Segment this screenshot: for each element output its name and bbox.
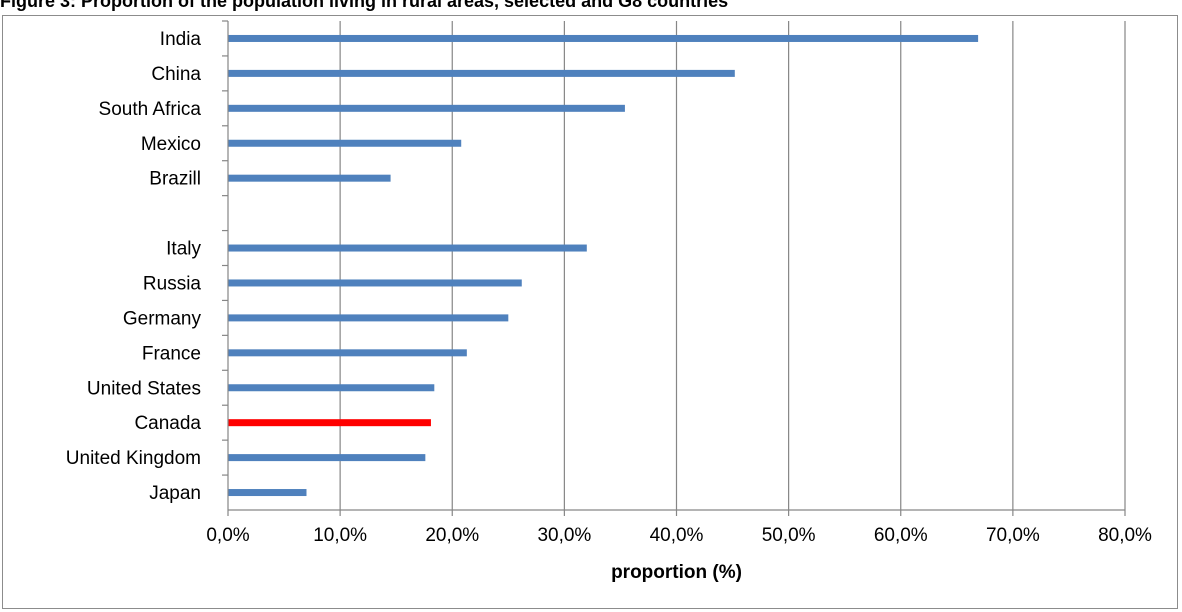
category-label: Italy bbox=[166, 239, 201, 260]
bar bbox=[228, 489, 307, 497]
x-tick-label: 40,0% bbox=[650, 525, 704, 546]
category-label: Germany bbox=[123, 308, 202, 329]
category-label: Russia bbox=[143, 273, 202, 294]
x-tick-label: 50,0% bbox=[762, 525, 816, 546]
bar bbox=[228, 104, 625, 112]
chart-frame bbox=[2, 15, 1178, 609]
bar bbox=[228, 384, 435, 392]
category-label: Mexico bbox=[141, 134, 201, 155]
bars bbox=[228, 34, 979, 497]
x-tick-label: 70,0% bbox=[986, 525, 1040, 546]
category-labels: India China South Africa Mexico Brazill Italy… bbox=[66, 29, 202, 504]
x-tick-label: 80,0% bbox=[1098, 525, 1152, 546]
bar bbox=[228, 349, 467, 357]
bar bbox=[228, 34, 979, 42]
category-label: Canada bbox=[134, 413, 201, 434]
x-tick-label: 10,0% bbox=[313, 525, 367, 546]
bar bbox=[228, 244, 587, 252]
x-tick-labels: 0,0% 10,0% 20,0% 30,0% 40,0% 50,0% 60,0% 70,0% 8… bbox=[206, 525, 1152, 546]
bar bbox=[228, 174, 391, 182]
category-label: Brazill bbox=[149, 169, 201, 190]
figure-title: Figure 3: Proportion of the population l… bbox=[0, 0, 729, 11]
bar bbox=[228, 139, 462, 147]
bar bbox=[228, 279, 522, 287]
axes bbox=[222, 20, 1126, 516]
category-label: France bbox=[142, 343, 201, 364]
x-tick-label: 60,0% bbox=[874, 525, 928, 546]
category-label: United Kingdom bbox=[66, 448, 201, 469]
category-label: United States bbox=[87, 378, 201, 399]
bar bbox=[228, 314, 509, 322]
bar bbox=[228, 69, 735, 77]
x-tick-label: 0,0% bbox=[206, 525, 249, 546]
bar-highlighted bbox=[228, 419, 431, 427]
bar bbox=[228, 454, 426, 462]
category-label: Japan bbox=[149, 483, 201, 504]
x-tick-label: 20,0% bbox=[425, 525, 479, 546]
x-tick-label: 30,0% bbox=[537, 525, 591, 546]
category-label: China bbox=[151, 64, 201, 85]
x-axis-title: proportion (%) bbox=[611, 562, 742, 583]
category-label: South Africa bbox=[99, 99, 202, 120]
gridlines bbox=[339, 21, 1126, 510]
category-label: India bbox=[160, 29, 202, 50]
